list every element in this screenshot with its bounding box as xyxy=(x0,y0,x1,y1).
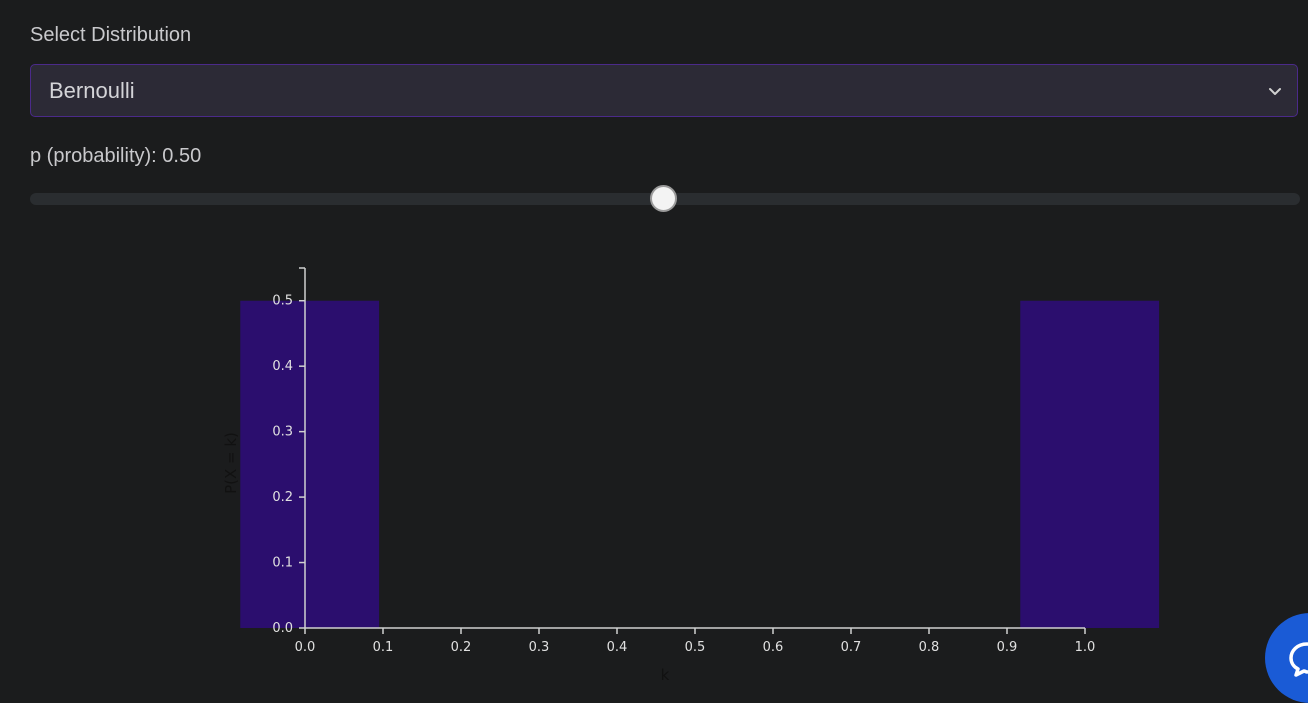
x-tick-label: 0.5 xyxy=(685,640,706,655)
x-tick-label: 1.0 xyxy=(1075,640,1096,655)
y-tick-label: 0.0 xyxy=(272,621,293,636)
x-tick-label: 0.3 xyxy=(529,640,550,655)
y-tick-label: 0.1 xyxy=(272,556,293,571)
y-tick-label: 0.4 xyxy=(272,359,293,374)
pmf-chart: 0.0 0.1 0.2 0.3 0.4 0.5 0.0 0.1 0.2 0.3 0.4 0.5 0.6 0… xyxy=(222,267,1160,684)
chevron-down-icon xyxy=(1269,88,1281,95)
x-tick-label: 0.0 xyxy=(295,640,316,655)
chat-bubble-icon xyxy=(1289,642,1308,677)
x-tick-label: 0.8 xyxy=(919,640,940,655)
x-tick-label: 0.6 xyxy=(763,640,784,655)
x-tick-label: 0.4 xyxy=(607,640,628,655)
distribution-select-value: Bernoulli xyxy=(49,77,135,103)
y-tick-label: 0.2 xyxy=(272,490,293,505)
y-axis-label: P(X = k) xyxy=(222,432,240,494)
y-tick-label: 0.5 xyxy=(272,294,293,309)
probability-slider-thumb[interactable] xyxy=(650,185,677,212)
x-tick-label: 0.9 xyxy=(997,640,1018,655)
y-tick-label: 0.3 xyxy=(272,425,293,440)
x-tick-label: 0.7 xyxy=(841,640,862,655)
bar xyxy=(1020,300,1160,628)
bar xyxy=(240,300,380,628)
x-axis-label: k xyxy=(661,666,670,684)
x-tick-label: 0.1 xyxy=(373,640,394,655)
distribution-select[interactable]: Bernoulli xyxy=(30,64,1298,117)
select-distribution-label: Select Distribution xyxy=(30,24,192,46)
x-tick-label: 0.2 xyxy=(451,640,472,655)
probability-label: p (probability): 0.50 xyxy=(30,145,202,167)
